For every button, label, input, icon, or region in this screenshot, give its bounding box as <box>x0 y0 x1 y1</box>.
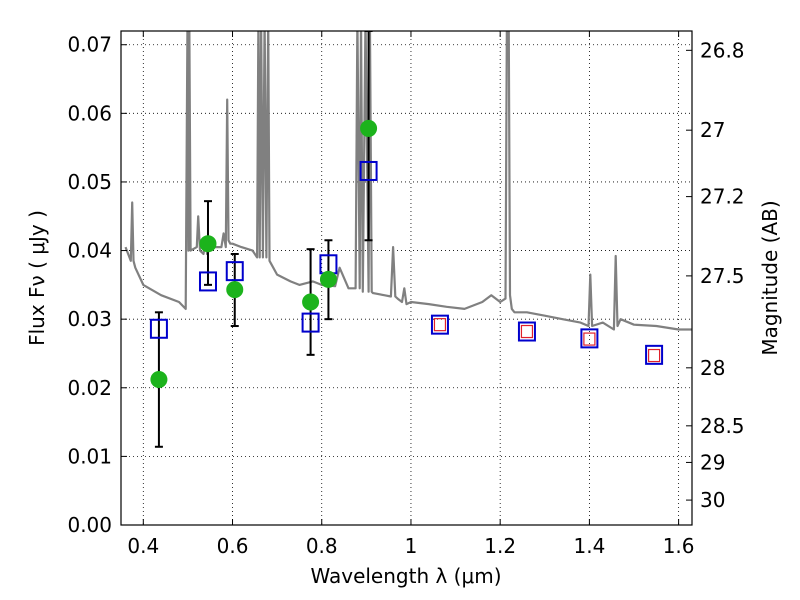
y-axis-title: Flux Fν ( μJy ) <box>25 210 49 346</box>
model-square <box>301 312 320 333</box>
model-square-inner <box>433 318 447 332</box>
right-tick-label: 27 <box>700 118 725 142</box>
observed-point <box>150 371 168 389</box>
plot-area <box>121 31 692 525</box>
observed-point <box>199 235 217 253</box>
observed-point <box>302 293 320 311</box>
model-square <box>580 328 599 349</box>
observed-point <box>319 270 337 288</box>
model-square <box>645 344 664 365</box>
x-tick-label: 1.4 <box>573 534 605 558</box>
right-tick-label: 27.2 <box>700 185 745 209</box>
right-axis-title: Magnitude (AB) <box>758 200 782 355</box>
spectrum-line <box>124 31 692 331</box>
right-tick-label: 29 <box>700 450 725 474</box>
model-square <box>198 271 217 292</box>
model-square <box>359 160 378 181</box>
right-tick-label: 28 <box>700 356 725 380</box>
y-tick-label: 0.05 <box>67 170 112 194</box>
axis-ticks <box>121 31 692 526</box>
y-tick-label: 0.01 <box>67 444 112 468</box>
x-tick-label: 1.6 <box>663 534 695 558</box>
right-tick-labels: 26.8 27 27.2 27.5 28 28.5 29 30 <box>700 38 745 512</box>
model-square <box>430 314 449 335</box>
y-tick-labels: 0.00 0.01 0.02 0.03 0.04 0.05 0.06 0.07 <box>67 33 112 537</box>
right-tick-label: 28.5 <box>700 414 745 438</box>
x-tick-label: 0.6 <box>217 534 249 558</box>
model-square-inner <box>583 332 596 346</box>
y-tick-label: 0.07 <box>67 33 112 57</box>
x-tick-label: 1.2 <box>484 534 516 558</box>
right-tick-label: 26.8 <box>700 38 745 62</box>
model-square <box>517 321 536 342</box>
y-tick-label: 0.06 <box>67 101 112 125</box>
x-tick-label: 0.4 <box>127 534 159 558</box>
y-tick-label: 0.02 <box>67 376 112 400</box>
spectrum-layer <box>124 31 692 331</box>
model-square-inner <box>520 324 534 339</box>
y-tick-label: 0.03 <box>67 307 112 331</box>
observed-point <box>226 281 244 299</box>
x-tick-label: 1 <box>405 534 418 558</box>
y-tick-label: 0.04 <box>67 239 112 263</box>
marker-layer <box>149 119 664 389</box>
y-tick-label: 0.00 <box>67 513 112 537</box>
model-square <box>149 318 168 339</box>
x-axis-title: Wavelength λ (μm) <box>310 564 501 588</box>
model-square-inner <box>647 348 661 363</box>
model-square <box>225 261 244 282</box>
right-tick-label: 30 <box>700 488 725 512</box>
observed-point <box>360 119 378 137</box>
right-tick-label: 27.5 <box>700 264 745 288</box>
plot-frame <box>120 30 693 526</box>
x-tick-labels: 0.4 0.6 0.8 1 1.2 1.4 1.6 <box>127 534 694 558</box>
x-tick-label: 0.8 <box>306 534 338 558</box>
